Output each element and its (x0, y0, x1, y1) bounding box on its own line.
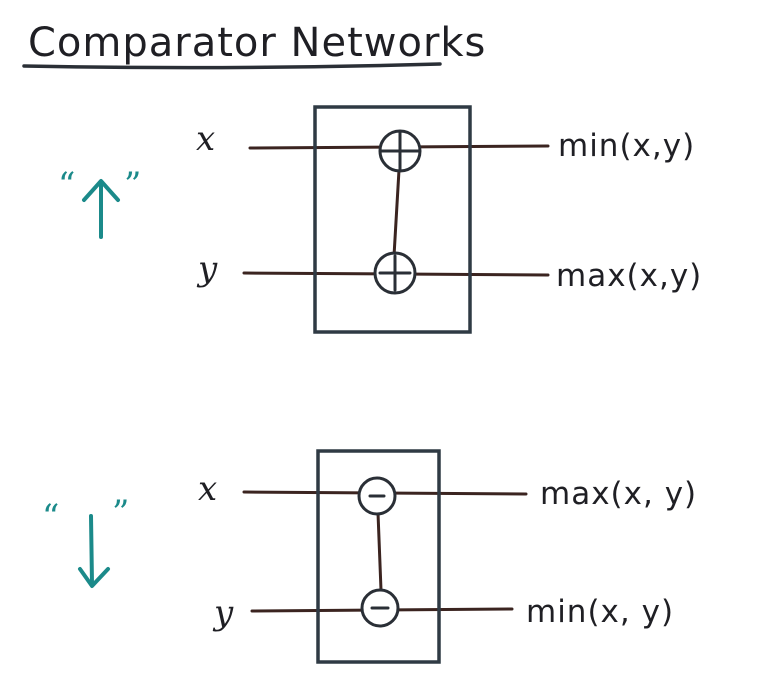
up-output-max: max(x,y) (556, 258, 702, 294)
down-comparator-box (316, 449, 441, 664)
down-input-x: x (198, 469, 217, 509)
down-comparator-network: “ ” x y max(x, y) min(x, y) (42, 449, 697, 664)
down-open-quote: “ (42, 497, 59, 537)
circled-minus-icon (360, 588, 400, 628)
circled-plus-icon (373, 251, 417, 295)
title-underline (22, 62, 442, 70)
up-close-quote: ” (124, 165, 141, 205)
up-input-y: y (196, 249, 218, 289)
up-comparator-network: “ ” x y min(x,y) max(x,y) (58, 105, 702, 334)
down-input-y: y (212, 593, 234, 633)
down-output-max: max(x, y) (540, 476, 697, 512)
arrow-up-icon (82, 179, 120, 239)
up-open-quote: “ (58, 165, 75, 205)
up-output-min: min(x,y) (558, 128, 695, 164)
page-title: Comparator Networks (28, 20, 486, 66)
circled-plus-icon (378, 129, 422, 173)
up-comparator-box (313, 105, 472, 334)
up-comparator-link (392, 168, 401, 258)
down-comparator-link (376, 511, 383, 592)
down-output-min: min(x, y) (526, 594, 674, 630)
circled-minus-icon (357, 476, 397, 516)
up-input-x: x (196, 119, 215, 159)
arrow-down-icon (78, 514, 110, 588)
down-close-quote: ” (112, 493, 129, 533)
